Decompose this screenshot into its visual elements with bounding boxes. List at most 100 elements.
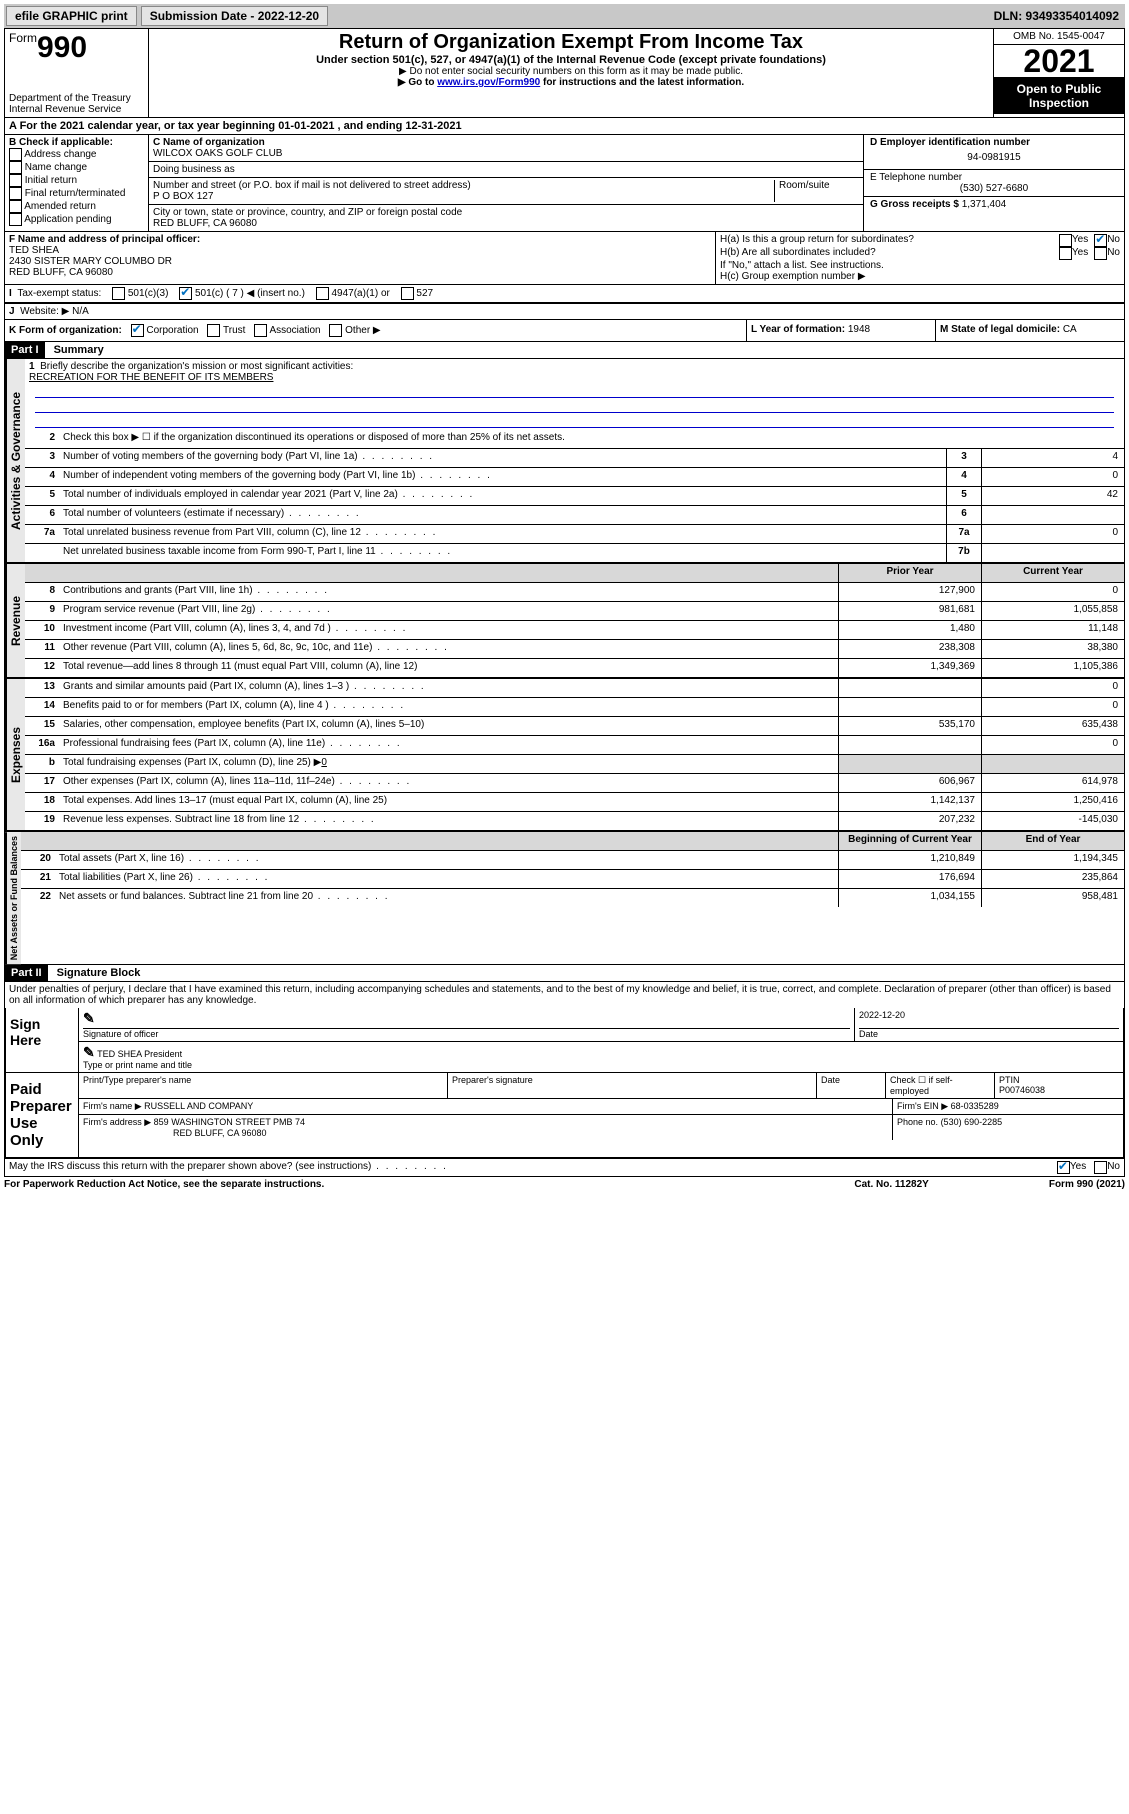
501c-checkbox[interactable]: [179, 287, 192, 300]
part1-title: Summary: [48, 342, 110, 358]
line2: Check this box ▶ ☐ if the organization d…: [59, 430, 1124, 448]
line14-prior: [838, 698, 981, 716]
line18: Total expenses. Add lines 13–17 (must eq…: [59, 793, 838, 811]
section-j: J Website: ▶ N/A: [5, 304, 1124, 320]
linkksite-link[interactable]: www.irs.gov/Form990: [437, 77, 540, 88]
sign-here-section: Sign Here ✎ Signature of officer 2022-12…: [5, 1008, 1124, 1073]
firm-ein-label: Firm's EIN ▶: [897, 1101, 948, 1111]
line9-prior: 981,681: [838, 602, 981, 620]
firm-addr2: RED BLUFF, CA 96080: [173, 1128, 267, 1138]
ein-value: 94-0981915: [870, 148, 1118, 167]
ssn-note: ▶ Do not enter social security numbers o…: [153, 66, 989, 77]
public-inspection: Open to Public Inspection: [994, 78, 1124, 114]
expenses-vlabel: Expenses: [5, 679, 25, 830]
declaration-text: Under penalties of perjury, I declare th…: [5, 982, 1124, 1008]
city-label: City or town, state or province, country…: [153, 207, 859, 218]
hb-no-checkbox[interactable]: [1094, 247, 1107, 260]
line14-current: 0: [981, 698, 1124, 716]
section-b-option[interactable]: Name change: [9, 161, 144, 174]
section-b-option[interactable]: Amended return: [9, 200, 144, 213]
line4-value: 0: [981, 468, 1124, 486]
section-bcdeg: B Check if applicable: Address change Na…: [5, 135, 1124, 232]
line10: Investment income (Part VIII, column (A)…: [59, 621, 838, 639]
efile-print-button[interactable]: efile GRAPHIC print: [6, 6, 137, 26]
line16b-current: [981, 755, 1124, 773]
prior-year-header: Prior Year: [838, 564, 981, 582]
line22-prior: 1,034,155: [838, 889, 981, 907]
line10-prior: 1,480: [838, 621, 981, 639]
assoc-checkbox[interactable]: [254, 324, 267, 337]
website-label: Website: ▶: [20, 306, 69, 317]
officer-label: F Name and address of principal officer:: [9, 234, 711, 245]
paid-preparer-label: Paid Preparer Use Only: [6, 1073, 79, 1157]
line13: Grants and similar amounts paid (Part IX…: [59, 679, 838, 697]
activities-governance: Activities & Governance 1 Briefly descri…: [5, 359, 1124, 564]
sign-date: 2022-12-20: [859, 1010, 1119, 1029]
state-domicile-value: CA: [1063, 324, 1077, 335]
line21-prior: 176,694: [838, 870, 981, 888]
4947-checkbox[interactable]: [316, 287, 329, 300]
ptin-label: PTIN: [999, 1075, 1119, 1085]
discuss-no-checkbox[interactable]: [1094, 1161, 1107, 1174]
preparer-self-employed: Check ☐ if self-employed: [886, 1073, 995, 1098]
line11-current: 38,380: [981, 640, 1124, 658]
line9: Program service revenue (Part VIII, line…: [59, 602, 838, 620]
paperwork-notice: For Paperwork Reduction Act Notice, see …: [4, 1179, 324, 1190]
preparer-sig-header: Preparer's signature: [448, 1073, 817, 1098]
line19: Revenue less expenses. Subtract line 18 …: [59, 812, 838, 830]
section-h: H(a) Is this a group return for subordin…: [716, 232, 1124, 284]
current-year-header: Current Year: [981, 564, 1124, 582]
firm-phone-label: Phone no.: [897, 1117, 938, 1127]
ha-yes-checkbox[interactable]: [1059, 234, 1072, 247]
efile-topbar: efile GRAPHIC print Submission Date - 20…: [4, 4, 1125, 28]
other-checkbox[interactable]: [329, 324, 342, 337]
corp-checkbox[interactable]: [131, 324, 144, 337]
form-id-block: Form990 Department of the Treasury Inter…: [5, 29, 149, 117]
mission-text: RECREATION FOR THE BENEFIT OF ITS MEMBER…: [29, 372, 273, 383]
firm-ein: 68-0335289: [951, 1101, 999, 1111]
527-checkbox[interactable]: [401, 287, 414, 300]
section-deg: D Employer identification number 94-0981…: [863, 135, 1124, 231]
line12: Total revenue—add lines 8 through 11 (mu…: [59, 659, 838, 677]
line3-value: 4: [981, 449, 1124, 467]
line15: Salaries, other compensation, employee b…: [59, 717, 838, 735]
hb-yes-checkbox[interactable]: [1059, 247, 1072, 260]
line7b-value: [981, 544, 1124, 562]
line15-prior: 535,170: [838, 717, 981, 735]
section-a-tax-year: A For the 2021 calendar year, or tax yea…: [5, 118, 1124, 135]
line19-prior: 207,232: [838, 812, 981, 830]
ha-no-checkbox[interactable]: [1094, 234, 1107, 247]
dln: DLN: 93493354014092: [994, 9, 1123, 23]
discuss-yes-checkbox[interactable]: [1057, 1161, 1070, 1174]
501c3-checkbox[interactable]: [112, 287, 125, 300]
discuss-label: May the IRS discuss this return with the…: [9, 1161, 1057, 1174]
street-value: P O BOX 127: [153, 191, 774, 202]
line21: Total liabilities (Part X, line 26): [55, 870, 838, 888]
gross-receipts-label: G Gross receipts $: [870, 199, 959, 210]
line8-current: 0: [981, 583, 1124, 601]
title-block: Return of Organization Exempt From Incom…: [149, 29, 993, 117]
dept-treasury: Department of the Treasury: [9, 93, 144, 104]
street-label: Number and street (or P.O. box if mail i…: [153, 180, 774, 191]
trust-checkbox[interactable]: [207, 324, 220, 337]
line5: Total number of individuals employed in …: [59, 487, 946, 505]
section-b-option[interactable]: Application pending: [9, 213, 144, 226]
hb-label: H(b) Are all subordinates included?: [720, 247, 1059, 260]
year-formation-value: 1948: [848, 324, 870, 335]
line17: Other expenses (Part IX, column (A), lin…: [59, 774, 838, 792]
line9-current: 1,055,858: [981, 602, 1124, 620]
dba-label: Doing business as: [153, 164, 859, 175]
mission-line: [35, 383, 1114, 398]
form-ref: Form 990 (2021): [1049, 1179, 1125, 1190]
line16a-current: 0: [981, 736, 1124, 754]
section-b-option[interactable]: Final return/terminated: [9, 187, 144, 200]
section-b-option[interactable]: Address change: [9, 148, 144, 161]
discuss-row: May the IRS discuss this return with the…: [5, 1158, 1124, 1176]
line14: Benefits paid to or for members (Part IX…: [59, 698, 838, 716]
mission-label: Briefly describe the organization's miss…: [40, 361, 353, 372]
form-990: Form990 Department of the Treasury Inter…: [4, 28, 1125, 1177]
begin-year-header: Beginning of Current Year: [838, 832, 981, 850]
org-name-label: C Name of organization: [153, 137, 859, 148]
line20-current: 1,194,345: [981, 851, 1124, 869]
section-b-option[interactable]: Initial return: [9, 174, 144, 187]
